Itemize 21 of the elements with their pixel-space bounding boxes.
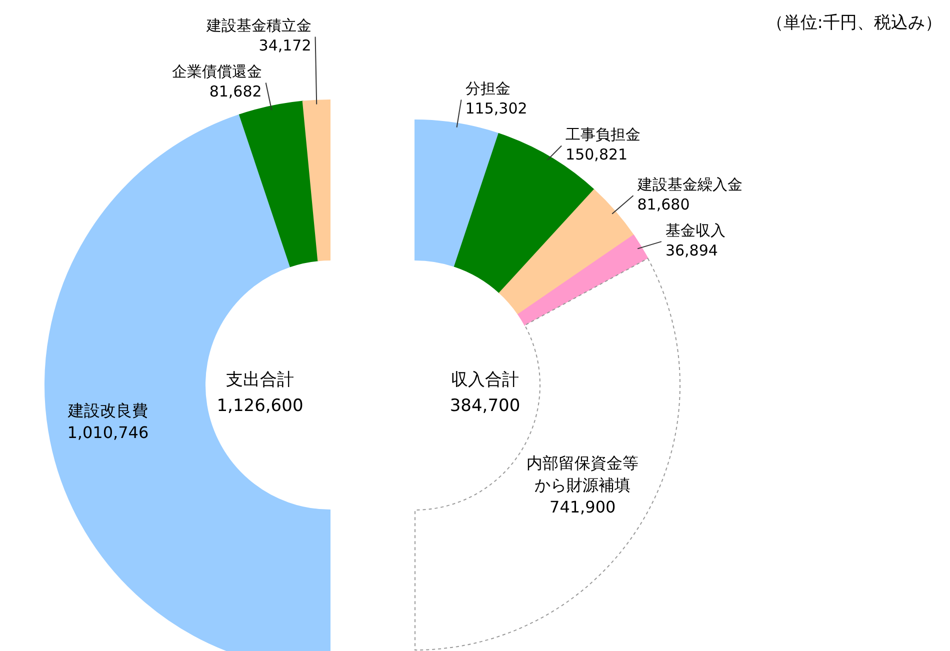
slice-label: 建設基金繰入金 — [636, 176, 742, 194]
slice-label: 建設改良費 — [66, 401, 148, 420]
text: 384,700 — [450, 396, 520, 416]
slice-label: 工事負担金 — [566, 126, 641, 144]
data-label: 1,010,746 — [67, 423, 149, 442]
slice-label: 分担金 — [465, 80, 510, 98]
data-label: 81,680 — [637, 196, 690, 214]
data-label: 741,900 — [550, 498, 616, 517]
data-label: 150,821 — [566, 146, 628, 164]
text: 1,126,600 — [216, 396, 304, 416]
data-label: 115,302 — [465, 100, 528, 118]
text: 支出合計 — [226, 370, 294, 390]
slice-label: 基金収入 — [665, 222, 726, 240]
text: 収入合計 — [451, 370, 519, 390]
text: （単位:千円、税込み） — [766, 13, 942, 33]
slice-label: 企業債償還金 — [172, 62, 262, 81]
data-label: 36,894 — [665, 242, 718, 260]
data-label: 81,682 — [209, 82, 262, 101]
slice-label: 建設基金積立金 — [205, 16, 312, 35]
data-label: 34,172 — [258, 36, 312, 55]
slice-label: 内部留保資金等から財源補填 — [526, 454, 639, 495]
